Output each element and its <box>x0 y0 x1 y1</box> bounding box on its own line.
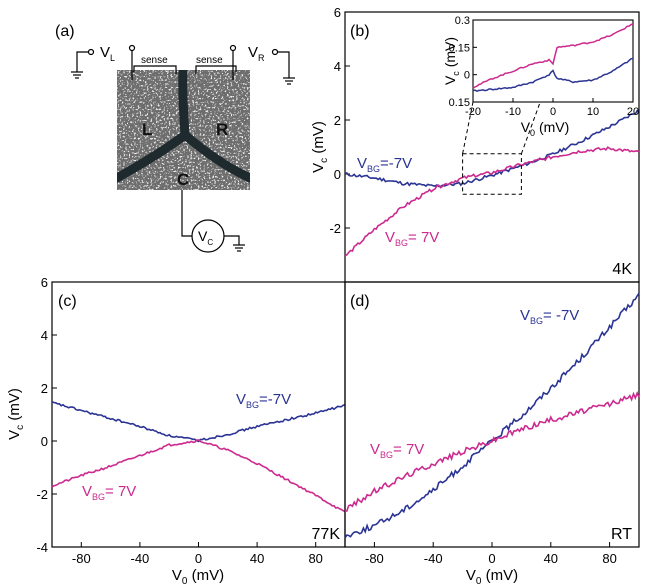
c-ytick-label: -4 <box>36 540 48 555</box>
region-l-label: L <box>142 120 152 139</box>
d-xtick-label: 80 <box>602 551 616 566</box>
inset-xtick-label: 0 <box>550 106 556 118</box>
inset-xtick-label: 10 <box>587 106 599 118</box>
zoom-connector-line <box>462 101 474 154</box>
panel-b-label: (b) <box>350 23 370 40</box>
d-xtick-label: -40 <box>424 551 443 566</box>
c-series-line-1 <box>51 439 346 513</box>
device-photo: L R C <box>117 70 250 190</box>
d-xtick-label: 0 <box>488 551 495 566</box>
c-xtick-label: -80 <box>72 551 91 566</box>
contact-wires <box>128 44 237 80</box>
region-c-label: C <box>177 170 189 189</box>
c-series-label-0: VBG=-7V <box>236 391 291 410</box>
c-ytick-label: 2 <box>41 381 48 396</box>
c-xtick-label: -40 <box>131 551 150 566</box>
d-series-line-0 <box>344 292 640 539</box>
vr-label: VR <box>248 44 265 63</box>
panel-c-y-axis-label: Vc (mV) <box>6 388 26 440</box>
b-ytick-label: 0 <box>334 167 341 182</box>
voltmeter <box>181 190 245 253</box>
d-series-label-1: VBG= 7V <box>370 441 424 460</box>
d-xtick-label: -80 <box>365 551 384 566</box>
panel-d-corner-label: RT <box>611 526 632 543</box>
d-xtick-label: 40 <box>544 551 558 566</box>
sense-right-label: sense <box>196 55 223 66</box>
zoom-connector-line <box>520 101 541 154</box>
b-ytick-label: 6 <box>334 5 341 20</box>
panel-a-schematic: (a) L R C VL <box>55 23 295 253</box>
sense-left-label: sense <box>141 55 168 66</box>
panel-c-chart: (c) 77K Vc (mV) V0 (mV) -4 -2 0 2 4 6 -80 -40 0 4… <box>6 275 346 584</box>
c-series-label-1: VBG= 7V <box>82 483 136 502</box>
inset-series-line-0 <box>472 57 634 93</box>
inset-xtick-label: -20 <box>465 106 481 118</box>
c-ytick-label: 4 <box>41 328 48 343</box>
c-xtick-label: 80 <box>308 551 322 566</box>
region-r-label: R <box>216 120 228 139</box>
inset-ytick-label: 0.15 <box>449 97 470 109</box>
inset-xtick-label: -10 <box>505 106 521 118</box>
b-series-line-0 <box>344 109 640 188</box>
b-series-label-1: VBG= 7V <box>385 229 439 248</box>
panel-d-chart: (d) RT V0 (mV) -80 -40 0 40 80 VBG= -7V VBG= … <box>344 281 640 584</box>
panel-b-y-axis-label: Vc (mV) <box>310 121 330 173</box>
right-source <box>271 48 295 85</box>
panel-c-label: (c) <box>58 293 77 310</box>
d-series-label-0: VBG= -7V <box>520 307 579 326</box>
c-ytick-label: 6 <box>41 275 48 290</box>
panel-d-label: (d) <box>350 293 370 310</box>
c-xtick-label: 0 <box>195 551 202 566</box>
b-ytick-label: -2 <box>329 221 341 236</box>
b-ytick-label: 2 <box>334 113 341 128</box>
b-ytick-label: 4 <box>334 59 341 74</box>
inset-ytick-label: 0.15 <box>449 42 470 54</box>
meter-label: VC <box>198 228 213 247</box>
panel-d-x-axis-label: V0 (mV) <box>466 567 518 584</box>
c-series-line-0 <box>51 400 346 443</box>
panel-d-frame <box>344 281 640 548</box>
vl-label: VL <box>100 44 115 63</box>
panel-a-label: (a) <box>55 23 75 40</box>
panel-c-corner-label: 77K <box>312 526 341 543</box>
inset-ytick-label: 0.3 <box>455 15 470 27</box>
b-series-label-0: VBG=-7V <box>357 155 412 174</box>
b-series-line-1 <box>344 146 640 257</box>
inset-xtick-label: 20 <box>627 106 639 118</box>
left-source <box>71 48 95 79</box>
panel-c-x-axis-label: V0 (mV) <box>172 567 224 584</box>
panel-b-corner-label: 4K <box>612 261 632 278</box>
d-series-line-1 <box>344 391 640 512</box>
zoom-region-box <box>462 153 522 195</box>
c-ytick-label: 0 <box>41 434 48 449</box>
inset-series-line-1 <box>472 23 634 89</box>
inset-x-axis-label: V0 (mV) <box>521 119 570 138</box>
c-xtick-label: 40 <box>250 551 264 566</box>
c-ytick-label: -2 <box>36 487 48 502</box>
inset-ytick-label: 0 <box>464 70 470 82</box>
